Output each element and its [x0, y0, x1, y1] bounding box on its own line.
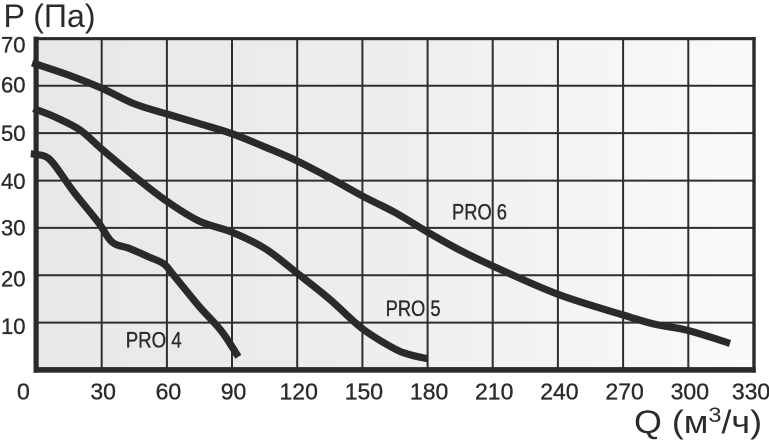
svg-text:330: 330 — [732, 379, 769, 405]
svg-text:P (Па): P (Па) — [4, 0, 96, 34]
svg-text:40: 40 — [1, 169, 25, 194]
svg-text:10: 10 — [1, 314, 25, 339]
svg-text:30: 30 — [90, 379, 116, 405]
svg-text:180: 180 — [410, 379, 448, 405]
svg-text:210: 210 — [475, 379, 513, 405]
svg-text:120: 120 — [280, 379, 318, 405]
svg-text:PRO 6: PRO 6 — [452, 199, 507, 224]
svg-text:300: 300 — [671, 379, 709, 405]
svg-text:50: 50 — [1, 121, 25, 146]
svg-text:PRO 5: PRO 5 — [386, 296, 441, 321]
svg-text:90: 90 — [221, 379, 247, 405]
svg-text:60: 60 — [1, 72, 25, 97]
svg-text:0: 0 — [17, 379, 30, 405]
svg-text:60: 60 — [156, 379, 182, 405]
svg-text:20: 20 — [1, 266, 25, 291]
svg-text:Q (м3/ч): Q (м 3/ч) — [634, 404, 762, 440]
svg-text:150: 150 — [345, 379, 383, 405]
svg-text:240: 240 — [540, 379, 578, 405]
svg-text:30: 30 — [1, 215, 25, 240]
svg-text:PRO 4: PRO 4 — [126, 327, 182, 352]
svg-text:270: 270 — [605, 379, 643, 405]
svg-text:70: 70 — [1, 32, 25, 57]
